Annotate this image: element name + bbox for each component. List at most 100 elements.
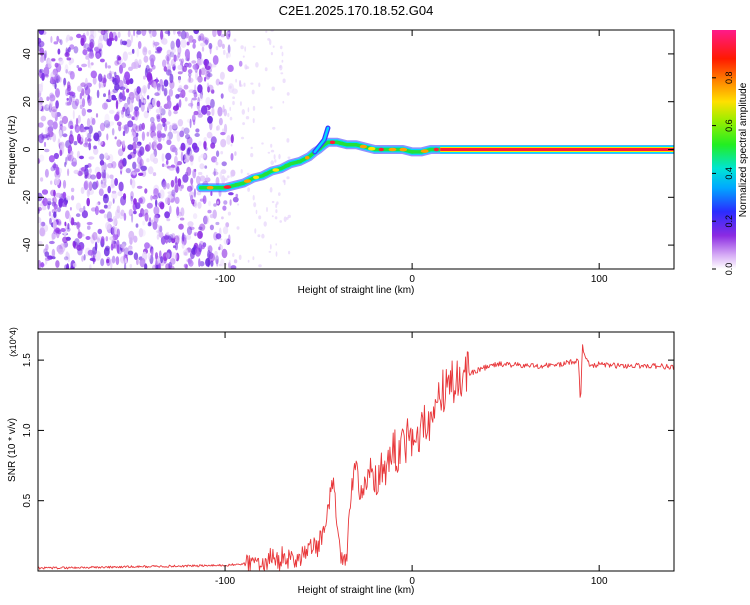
noise-blob: [162, 59, 167, 68]
noise-blob: [193, 110, 199, 116]
noise-blob: [194, 233, 197, 237]
noise-blob: [73, 169, 80, 175]
noise-blob: [198, 155, 201, 163]
noise-speck: [242, 55, 245, 58]
noise-blob: [190, 153, 195, 160]
noise-speck: [224, 177, 228, 181]
noise-blob: [186, 226, 193, 236]
noise-blob: [105, 172, 109, 179]
noise-speck: [279, 64, 283, 71]
noise-blob: [203, 215, 210, 225]
noise-blob: [218, 246, 221, 251]
noise-blob: [57, 48, 61, 55]
noise-blob: [122, 130, 126, 137]
noise-blob: [103, 100, 108, 110]
noise-blob: [111, 255, 116, 264]
noise-blob: [103, 31, 109, 42]
y-tick-label: 0.5: [22, 493, 33, 507]
noise-blob: [153, 41, 160, 46]
noise-blob: [220, 93, 224, 99]
noise-blob: [198, 258, 201, 268]
noise-blob: [178, 211, 182, 217]
noise-speck: [240, 169, 243, 174]
noise-blob: [171, 48, 177, 53]
noise-blob: [187, 77, 194, 84]
noise-blob: [109, 76, 113, 82]
noise-blob: [193, 231, 198, 236]
noise-blob: [94, 241, 98, 251]
noise-blob: [42, 197, 48, 207]
noise-blob: [196, 51, 202, 61]
noise-blob: [155, 77, 158, 85]
noise-blob: [186, 148, 191, 155]
noise-blob: [177, 30, 182, 37]
noise-blob: [153, 214, 159, 224]
noise-blob: [53, 211, 57, 218]
noise-blob: [139, 146, 145, 156]
noise-blob: [40, 221, 46, 227]
noise-blob: [179, 93, 183, 98]
noise-blob: [55, 88, 60, 98]
noise-blob: [194, 199, 198, 209]
noise-blob: [59, 129, 62, 139]
noise-blob: [52, 197, 54, 202]
noise-blob: [61, 126, 67, 132]
noise-blob: [103, 93, 106, 98]
noise-blob: [235, 193, 239, 198]
noise-blob: [145, 64, 150, 74]
noise-blob: [103, 120, 111, 128]
noise-blob: [87, 98, 92, 106]
noise-blob: [48, 155, 55, 163]
noise-blob: [51, 109, 58, 118]
ridge-blob: [368, 146, 376, 151]
noise-blob: [44, 74, 49, 78]
noise-speck: [230, 173, 233, 178]
noise-blob: [46, 96, 50, 101]
noise-blob: [126, 88, 130, 93]
noise-speck: [252, 105, 256, 111]
noise-blob: [177, 178, 182, 187]
noise-blob: [42, 134, 49, 139]
noise-blob: [66, 153, 72, 161]
ridge-blob: [378, 147, 384, 152]
noise-blob: [122, 106, 126, 113]
noise-blob: [83, 181, 88, 191]
noise-blob: [86, 197, 90, 207]
noise-blob: [216, 259, 219, 267]
noise-blob: [52, 196, 57, 205]
noise-blob: [195, 70, 199, 81]
noise-speck: [242, 122, 246, 126]
y-tick-label: 1.5: [22, 353, 33, 367]
noise-blob: [129, 78, 134, 85]
noise-speck: [267, 151, 271, 154]
noise-blob: [88, 181, 93, 191]
noise-speck: [247, 259, 250, 263]
noise-blob: [123, 247, 130, 257]
snr-x-label: Height of straight line (km): [298, 585, 415, 596]
noise-blob: [61, 115, 69, 125]
noise-blob: [56, 63, 62, 73]
noise-blob: [168, 88, 173, 97]
noise-blob: [123, 212, 127, 221]
noise-blob: [180, 142, 186, 151]
ridge-blob: [304, 155, 310, 160]
noise-blob: [73, 241, 78, 249]
noise-blob: [203, 37, 210, 45]
noise-blob: [74, 238, 80, 246]
noise-blob: [77, 228, 81, 236]
figure-title: C2E1.2025.170.18.52.G04: [279, 3, 434, 18]
noise-blob: [202, 195, 207, 205]
noise-blob: [207, 259, 210, 268]
noise-blob: [127, 51, 133, 56]
noise-blob: [64, 64, 69, 74]
noise-blob: [169, 73, 174, 84]
noise-blob: [66, 156, 69, 161]
noise-blob: [95, 250, 101, 261]
noise-blob: [79, 104, 83, 110]
noise-blob: [161, 153, 165, 162]
noise-blob: [187, 62, 192, 68]
noise-speck: [287, 214, 291, 219]
noise-blob: [97, 201, 101, 205]
noise-blob: [55, 260, 60, 268]
